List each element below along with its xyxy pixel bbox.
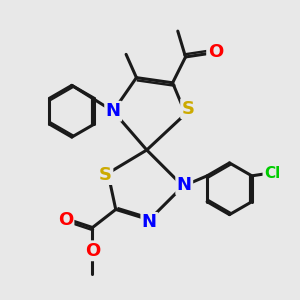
Text: N: N [142,213,157,231]
Text: O: O [208,43,223,61]
Text: O: O [85,242,100,260]
Text: Cl: Cl [264,166,280,181]
Text: N: N [106,102,121,120]
Text: S: S [99,166,112,184]
Text: S: S [182,100,195,118]
Text: O: O [58,211,73,229]
Text: N: N [177,176,192,194]
